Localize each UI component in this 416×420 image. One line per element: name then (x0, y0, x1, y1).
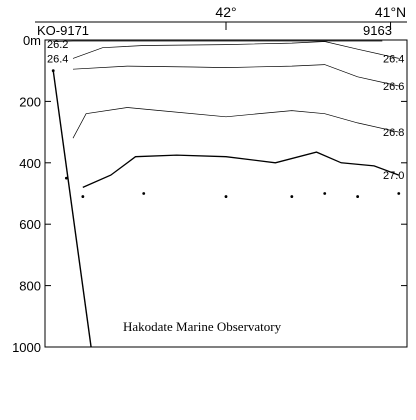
attribution-label: Hakodate Marine Observatory (123, 319, 282, 334)
top-axis-ticks (225, 22, 392, 30)
series-line-26-4 (72, 41, 399, 59)
y-label-0: 0m (23, 33, 41, 48)
top-label-1: 41°N (375, 4, 406, 20)
station-dot-3 (142, 192, 146, 195)
plot-frame (44, 39, 408, 348)
station-right-label: 9163 (363, 23, 392, 38)
y-label-3: 600 (19, 217, 41, 232)
series-right-label-26-8: 26.8 (383, 127, 404, 139)
y-axis-labels: 0m 200 400 600 800 1000 (12, 33, 41, 355)
series-left-label-26-4: 26.4 (47, 53, 68, 65)
series-right-label-27-0: 27.0 (383, 170, 404, 182)
station-dot-4 (224, 195, 228, 198)
top-label-0: 42° (215, 4, 236, 20)
y-axis-ticks (45, 39, 407, 348)
bottom-profile-line (52, 70, 92, 348)
station-dot-2 (81, 195, 85, 198)
isopycnal-lines (53, 40, 400, 188)
series-line-27-0 (82, 151, 400, 188)
series-line-26-2 (53, 40, 383, 42)
series-line-26-8 (72, 107, 399, 139)
station-dot-8 (397, 192, 401, 195)
y-label-2: 400 (19, 156, 41, 171)
station-dot-5 (290, 195, 294, 198)
top-axis-labels: 42° 41°N (215, 4, 406, 20)
series-right-label-26-4: 26.4 (383, 53, 404, 65)
station-dot-7 (356, 195, 360, 198)
series-right-label-26-6: 26.6 (383, 81, 404, 93)
y-label-5: 1000 (12, 340, 41, 355)
station-dot-6 (323, 192, 327, 195)
series-left-label-26-2: 26.2 (47, 39, 68, 51)
station-dot-1 (64, 176, 68, 180)
isopycnal-labels: 26.2 26.4 26.4 26.6 26.8 27.0 (47, 39, 404, 182)
y-label-1: 200 (19, 94, 41, 109)
series-line-26-6 (72, 64, 399, 87)
bottom-profile (52, 70, 92, 348)
y-label-4: 800 (19, 279, 41, 294)
station-left-label: KO-9171 (37, 23, 89, 38)
